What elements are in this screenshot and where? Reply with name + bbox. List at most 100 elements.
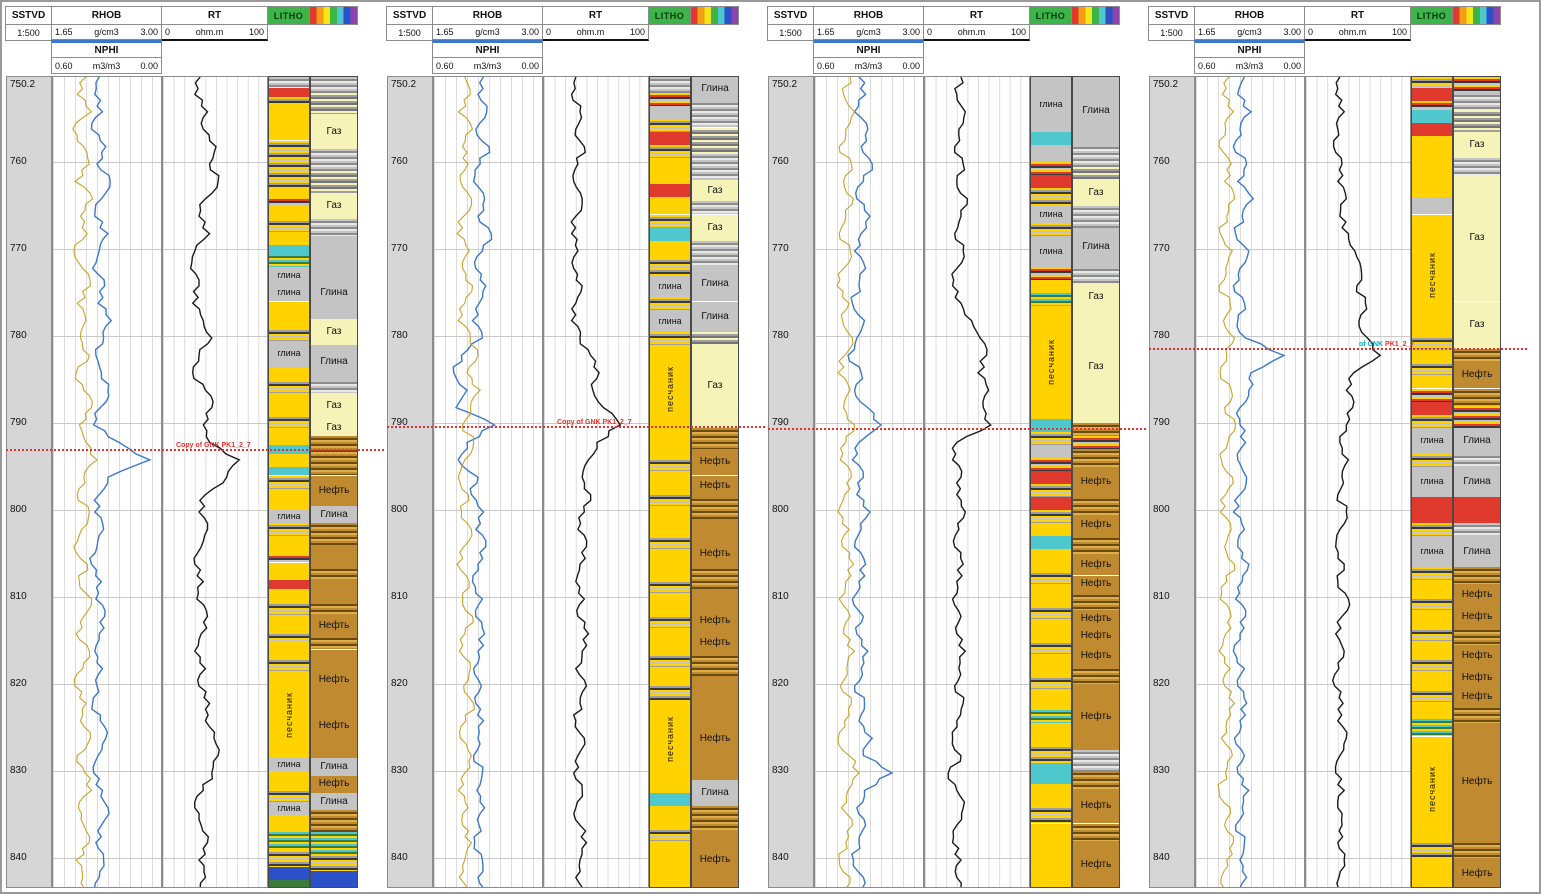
- litho-interval: [1412, 110, 1452, 124]
- well-panel: SSTVD 1:500 RHOB 1.65 g/cm3 3.00 RT 0 ohm.m 100 LI…: [1148, 6, 1527, 888]
- fluid-interval: [1454, 388, 1500, 406]
- litho-interval: [1031, 162, 1071, 176]
- fluid-interval: Нефть: [311, 666, 357, 693]
- fluid-interval: Глина: [311, 345, 357, 380]
- fluid-column: Газ Газ Глина Газ Глина Газ Газ Нефть Глина Нефть…: [310, 76, 358, 888]
- depth-label: 780: [10, 330, 27, 341]
- depth-gridline: [434, 858, 542, 859]
- depth-label: 810: [1153, 591, 1170, 602]
- litho-interval: [1412, 197, 1452, 215]
- litho-interval: [650, 105, 690, 119]
- sstvd-header: SSTVD: [1148, 6, 1195, 25]
- fluid-interval: Нефть: [311, 614, 357, 637]
- depth-track: 750.2 760 770 780 790 800 810 820 830 840: [6, 76, 52, 888]
- depth-label: 750.2: [10, 79, 36, 90]
- fluid-interval: Глина: [311, 793, 357, 811]
- litho-interval: [1412, 375, 1452, 389]
- depth-gridline: [1196, 423, 1304, 424]
- fluid-label: Газ: [1088, 291, 1104, 303]
- litho-interval: [1412, 336, 1452, 350]
- fluid-interval: Глина: [692, 266, 738, 302]
- litho-interval: [269, 327, 309, 341]
- rt-scale-unit: ohm.m: [195, 27, 224, 37]
- depth-gridline: [434, 771, 542, 772]
- rhob-scale-max: 3.00: [140, 27, 158, 37]
- litho-interval: [1031, 497, 1071, 511]
- depth-track: 750.2 760 770 780 790 800 810 820 830 840: [387, 76, 433, 888]
- nphi-scale-min: 0.60: [1198, 60, 1216, 71]
- fluid-label: Глина: [320, 508, 348, 520]
- litho-interval: [1412, 597, 1452, 611]
- litho-interval: [1031, 458, 1071, 472]
- litho-interval: [650, 118, 690, 132]
- fluid-interval: Нефть: [1073, 645, 1119, 667]
- litho-interval: [269, 231, 309, 245]
- depth-scale-ratio: 1:500: [1148, 24, 1195, 41]
- rhob-nphi-track: [814, 76, 924, 888]
- fluid-interval: Нефть: [1073, 788, 1119, 824]
- litho-interval: [1412, 701, 1452, 720]
- depth-gridline: [1306, 510, 1410, 511]
- nphi-curve: [1232, 77, 1286, 887]
- litho-interval: [1412, 579, 1452, 598]
- depth-gridline: [1306, 336, 1410, 337]
- litho-interval: [1412, 453, 1452, 467]
- litho-interval: [1412, 840, 1452, 859]
- fluid-label: Нефть: [1080, 578, 1112, 590]
- fluid-interval: [311, 453, 357, 476]
- rhob-scale-unit: g/cm3: [1237, 27, 1262, 37]
- litho-interval: [1412, 640, 1452, 659]
- fluid-interval: Нефть: [1073, 610, 1119, 628]
- fluid-column: Глина Газ Глина Газ Газ Нефть Нефть Нефть Нефть Н…: [1072, 76, 1120, 888]
- panel-plot: 750.2 760 770 780 790 800 810 820 830 840 глина гли…: [387, 76, 765, 888]
- rhob-scale-min: 1.65: [1198, 27, 1216, 37]
- fluid-label: Глина: [701, 278, 729, 290]
- fluid-interval: Газ: [311, 192, 357, 219]
- litho-interval: [269, 366, 309, 380]
- rt-scale-min: 0: [927, 27, 933, 37]
- depth-label: 790: [10, 417, 27, 428]
- litho-interval: [1412, 719, 1452, 737]
- rhob-track-header: RHOB: [1194, 6, 1305, 25]
- fluid-track-header: [690, 6, 739, 25]
- litho-interval: [650, 471, 690, 493]
- fluid-label: Газ: [1469, 138, 1485, 150]
- nphi-track-header: NPHI: [51, 40, 162, 58]
- litho-interval: [650, 144, 690, 158]
- fluid-interval: [1454, 523, 1500, 537]
- fluid-label: Нефть: [318, 619, 350, 631]
- litho-interval: [269, 553, 309, 563]
- depth-gridline: [815, 423, 923, 424]
- litho-interval: [1031, 188, 1071, 206]
- fluid-interval: Нефть: [1454, 584, 1500, 606]
- rhob-scale-unit: g/cm3: [94, 27, 119, 37]
- depth-gridline: [434, 684, 542, 685]
- fluid-label: Нефть: [1461, 589, 1493, 601]
- fluid-label: Газ: [1469, 232, 1485, 244]
- fluid-interval: [1073, 592, 1119, 611]
- litho-interval: [269, 140, 309, 189]
- fluid-interval: Газ: [692, 345, 738, 428]
- litho-interval: [650, 92, 690, 106]
- rhob-nphi-track: [52, 76, 162, 888]
- rhob-curve: [1217, 77, 1237, 887]
- fluid-interval: [311, 853, 357, 872]
- litho-label: глина: [1420, 546, 1444, 557]
- litho-interval: песчаник: [650, 345, 690, 432]
- depth-label: 800: [391, 504, 408, 515]
- curve-canvas: [570, 77, 622, 887]
- depth-gridline: [1306, 597, 1410, 598]
- fluid-interval: Газ: [1073, 310, 1119, 424]
- fluid-interval: [692, 201, 738, 215]
- depth-gridline: [925, 423, 1029, 424]
- rhob-scale: 1.65 g/cm3 3.00: [51, 24, 162, 41]
- gnk-correlation-line: Copy of GNK PK1_2_7: [387, 419, 765, 428]
- fluid-interval: [311, 649, 357, 667]
- fluid-interval: [311, 871, 357, 887]
- litho-interval: глина: [1031, 77, 1071, 132]
- depth-gridline: [53, 858, 161, 859]
- litho-label: глина: [658, 280, 682, 291]
- litho-interval: [1031, 823, 1071, 887]
- litho-interval: [1031, 266, 1071, 280]
- depth-label: 760: [1153, 156, 1170, 167]
